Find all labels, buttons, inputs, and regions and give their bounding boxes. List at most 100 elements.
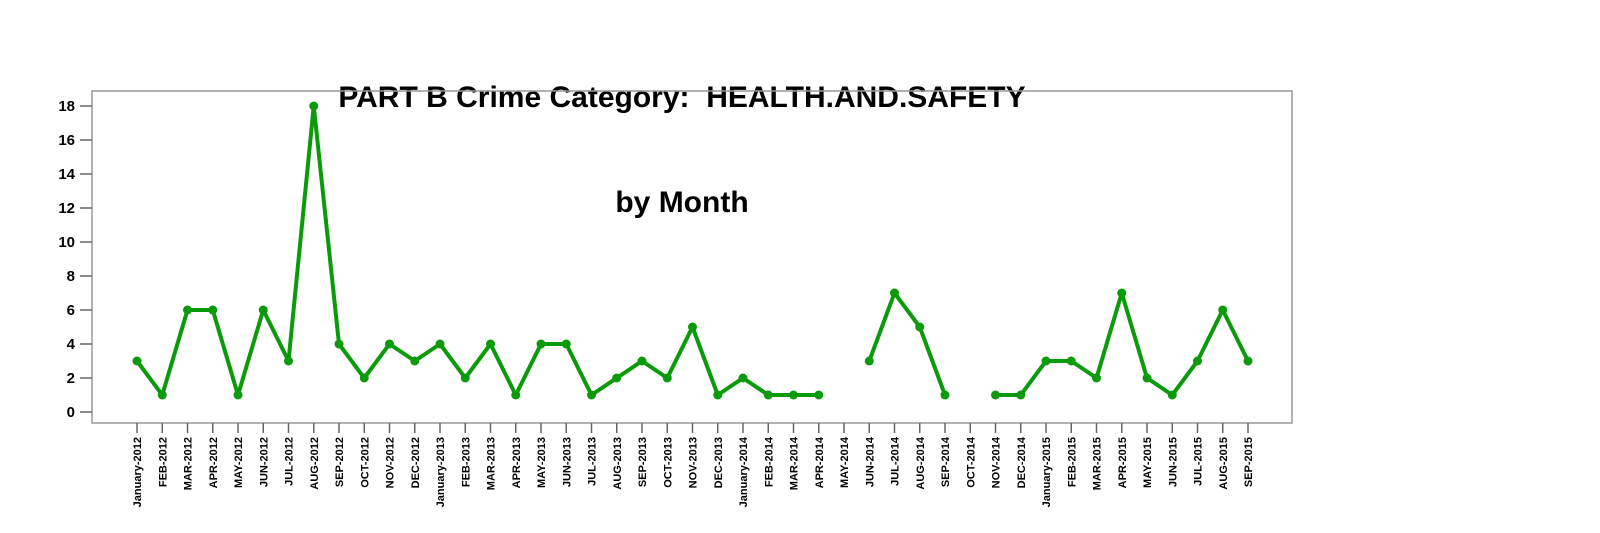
- x-tick-label: JUN-2013: [561, 437, 573, 487]
- data-point: [309, 101, 319, 111]
- y-tick-label: 18: [58, 98, 75, 115]
- data-point: [410, 356, 420, 366]
- chart-title-line1: PART B Crime Category: HEALTH.AND.SAFETY: [338, 81, 1026, 114]
- data-point: [486, 339, 495, 349]
- x-tick-label: SEP-2014: [940, 436, 952, 487]
- x-tick-label: APR-2014: [814, 436, 826, 488]
- y-tick-label: 16: [58, 132, 75, 149]
- x-tick-label: JUL-2015: [1193, 437, 1205, 486]
- x-tick-label: OCT-2013: [662, 437, 674, 488]
- x-tick-label: FEB-2012: [157, 437, 169, 487]
- data-point: [258, 305, 268, 315]
- data-point: [587, 390, 596, 400]
- y-tick-label: 2: [67, 370, 75, 387]
- y-tick-label: 4: [67, 336, 76, 353]
- data-point: [561, 339, 571, 349]
- plot-frame: [91, 90, 1293, 424]
- data-point: [385, 339, 394, 349]
- x-tick-label: DEC-2012: [410, 437, 422, 488]
- y-tick-label: 12: [58, 200, 75, 217]
- data-point: [991, 390, 1000, 400]
- data-point: [1193, 356, 1202, 366]
- data-point: [789, 390, 798, 400]
- data-point: [1092, 373, 1101, 383]
- data-point: [1142, 373, 1152, 383]
- y-tick-label: 6: [67, 302, 75, 319]
- data-point: [1243, 356, 1253, 366]
- x-tick-label: January-2014: [738, 436, 750, 507]
- y-tick-label: 0: [67, 404, 75, 421]
- x-tick-label: AUG-2015: [1218, 437, 1230, 490]
- x-tick-label: January-2012: [132, 437, 144, 507]
- x-tick-label: FEB-2013: [460, 437, 472, 487]
- data-point: [915, 322, 925, 332]
- data-point: [334, 339, 344, 349]
- data-point: [157, 390, 167, 400]
- data-point: [1218, 305, 1228, 315]
- data-point: [359, 373, 369, 383]
- x-tick-label: JUN-2014: [864, 436, 876, 487]
- data-point: [688, 322, 697, 332]
- y-tick-label: 14: [58, 166, 75, 183]
- x-tick-label: JUN-2012: [258, 437, 270, 487]
- x-tick-label: OCT-2012: [359, 437, 371, 488]
- x-tick-label: SEP-2012: [334, 437, 346, 487]
- data-point: [460, 373, 470, 383]
- x-tick-label: AUG-2013: [612, 437, 624, 490]
- data-line-segment: [993, 291, 1250, 397]
- x-tick-label: NOV-2012: [385, 437, 397, 488]
- x-tick-label: JUL-2014: [890, 436, 902, 486]
- data-point: [233, 390, 243, 400]
- data-point: [864, 356, 874, 366]
- x-tick-label: DEC-2014: [1016, 436, 1028, 488]
- x-tick-label: FEB-2015: [1066, 437, 1078, 487]
- x-tick-label: SEP-2013: [637, 437, 649, 487]
- x-tick-label: MAR-2015: [1092, 437, 1104, 490]
- x-tick-label: OCT-2014: [965, 436, 977, 488]
- chart-title-line2: by Month: [615, 186, 749, 219]
- x-tick-label: MAY-2012: [233, 437, 245, 488]
- x-tick-label: AUG-2012: [309, 437, 321, 490]
- x-tick-label: APR-2012: [208, 437, 220, 488]
- x-tick-label: MAR-2013: [486, 437, 498, 490]
- x-tick-label: JUN-2015: [1167, 437, 1179, 487]
- data-point: [284, 356, 293, 366]
- data-point: [637, 356, 647, 366]
- x-tick-label: MAY-2015: [1142, 437, 1154, 488]
- y-tick-label: 10: [58, 234, 75, 251]
- data-line-segment: [135, 104, 821, 397]
- data-point: [435, 339, 445, 349]
- data-point: [814, 390, 824, 400]
- data-point: [1066, 356, 1076, 366]
- x-tick-label: APR-2013: [511, 437, 523, 488]
- data-point: [662, 373, 672, 383]
- data-point: [713, 390, 723, 400]
- data-point: [940, 390, 950, 400]
- x-tick-label: MAY-2014: [839, 436, 851, 488]
- x-tick-label: January-2015: [1041, 437, 1053, 507]
- x-tick-label: MAR-2012: [183, 437, 195, 490]
- data-point: [208, 305, 218, 315]
- data-line-segment: [867, 291, 947, 397]
- y-tick-label: 8: [67, 268, 75, 285]
- data-point: [763, 390, 773, 400]
- data-point: [1167, 390, 1177, 400]
- data-point: [132, 356, 142, 366]
- x-tick-label: JUL-2012: [284, 437, 296, 486]
- data-point: [1016, 390, 1026, 400]
- data-point: [612, 373, 622, 383]
- data-point: [1041, 356, 1051, 366]
- data-point: [511, 390, 521, 400]
- chart-title: PART B Crime Category: HEALTH.AND.SAFETY…: [0, 10, 1364, 290]
- data-point: [890, 288, 899, 298]
- x-tick-label: NOV-2014: [991, 436, 1003, 488]
- x-tick-label: FEB-2014: [763, 436, 775, 487]
- x-tick-label: January-2013: [435, 437, 447, 507]
- x-tick-label: NOV-2013: [688, 437, 700, 488]
- x-tick-label: MAY-2013: [536, 437, 548, 488]
- x-tick-label: SEP-2015: [1243, 437, 1255, 487]
- data-point: [738, 373, 748, 383]
- x-tick-label: DEC-2013: [713, 437, 725, 488]
